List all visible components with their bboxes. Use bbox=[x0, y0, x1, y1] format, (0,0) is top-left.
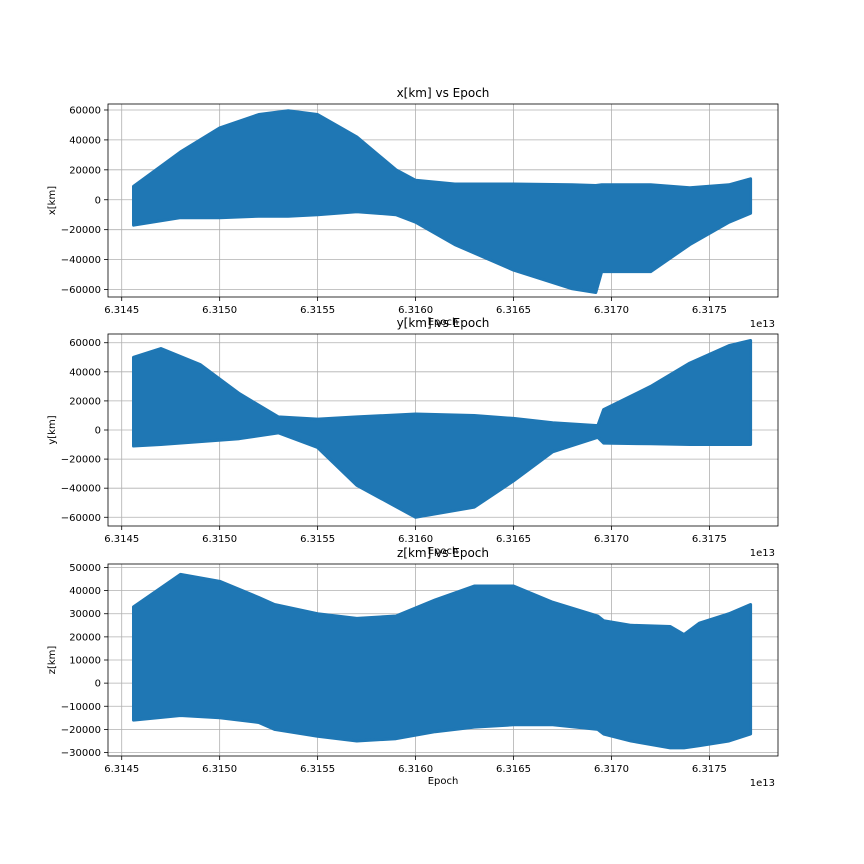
y-tick-label: 0 bbox=[95, 426, 101, 437]
x-tick-label: 6.3155 bbox=[300, 764, 335, 775]
y-tick-label: 40000 bbox=[69, 135, 101, 146]
x-tick-label: 6.3160 bbox=[398, 764, 433, 775]
x-tick-label: 6.3150 bbox=[202, 764, 237, 775]
subplot-3: 6.3145 6.3150 6.3155 6.3160 6.3165 6.3170 6.31… bbox=[47, 546, 779, 789]
y-axis-label: z[km] bbox=[47, 646, 58, 675]
y-tick-label: −30000 bbox=[61, 748, 101, 759]
subplot-2: 6.3145 6.3150 6.3155 6.3160 6.3165 6.3170 6.31… bbox=[47, 316, 779, 559]
y-tick-label: −20000 bbox=[61, 725, 101, 736]
x-tick-label: 6.3160 bbox=[398, 305, 433, 316]
y-tick-label: 60000 bbox=[69, 105, 101, 116]
x-tick-label: 6.3170 bbox=[594, 534, 629, 545]
x-tick-label: 6.3145 bbox=[104, 534, 139, 545]
x-tick-label: 6.3170 bbox=[594, 305, 629, 316]
x-offset-label: 1e13 bbox=[750, 548, 775, 559]
y-tick-label: −20000 bbox=[61, 455, 101, 466]
y-tick-label: 20000 bbox=[69, 632, 101, 643]
x-tick-label: 6.3150 bbox=[202, 534, 237, 545]
chart-title: x[km] vs Epoch bbox=[397, 86, 490, 100]
x-tick-label: 6.3165 bbox=[496, 305, 531, 316]
x-tick-label: 6.3160 bbox=[398, 534, 433, 545]
x-tick-label: 6.3155 bbox=[300, 534, 335, 545]
data-series-band bbox=[132, 339, 753, 519]
x-tick-label: 6.3175 bbox=[692, 764, 727, 775]
y-tick-label: −10000 bbox=[61, 702, 101, 713]
y-tick-label: 0 bbox=[95, 679, 101, 690]
y-tick-label: −40000 bbox=[61, 484, 101, 495]
x-tick-label: 6.3165 bbox=[496, 534, 531, 545]
x-tick-label: 6.3145 bbox=[104, 305, 139, 316]
y-tick-label: −40000 bbox=[61, 255, 101, 266]
data-series-band bbox=[132, 572, 753, 750]
x-tick-label: 6.3145 bbox=[104, 764, 139, 775]
x-tick-label: 6.3170 bbox=[594, 764, 629, 775]
y-tick-label: −20000 bbox=[61, 225, 101, 236]
x-tick-label: 6.3165 bbox=[496, 764, 531, 775]
y-tick-label: 40000 bbox=[69, 367, 101, 378]
data-series-band bbox=[132, 109, 753, 294]
x-tick-label: 6.3155 bbox=[300, 305, 335, 316]
axes-frame bbox=[107, 103, 779, 298]
y-tick-label: 10000 bbox=[69, 656, 101, 667]
x-axis-label: Epoch bbox=[428, 546, 459, 557]
y-tick-label: 20000 bbox=[69, 165, 101, 176]
y-tick-label: 40000 bbox=[69, 586, 101, 597]
chart-title: z[km] vs Epoch bbox=[397, 546, 489, 560]
x-tick-label: 6.3175 bbox=[692, 534, 727, 545]
x-axis-label: Epoch bbox=[428, 776, 459, 787]
y-tick-label: 60000 bbox=[69, 338, 101, 349]
y-axis-label: x[km] bbox=[47, 186, 58, 215]
x-offset-label: 1e13 bbox=[750, 778, 775, 789]
y-tick-label: 50000 bbox=[69, 563, 101, 574]
chart-title: y[km] vs Epoch bbox=[397, 316, 490, 330]
x-offset-label: 1e13 bbox=[750, 319, 775, 330]
y-tick-label: 20000 bbox=[69, 396, 101, 407]
subplot-1: 6.3145 6.3150 6.3155 6.3160 6.3165 6.3170 6.31… bbox=[47, 86, 779, 330]
y-tick-label: 30000 bbox=[69, 609, 101, 620]
y-tick-label: −60000 bbox=[61, 513, 101, 524]
y-tick-label: 0 bbox=[95, 195, 101, 206]
x-axis-label: Epoch bbox=[428, 317, 459, 328]
x-tick-label: 6.3175 bbox=[692, 305, 727, 316]
x-tick-label: 6.3150 bbox=[202, 305, 237, 316]
y-axis-label: y[km] bbox=[47, 415, 58, 444]
y-tick-label: −60000 bbox=[61, 285, 101, 296]
